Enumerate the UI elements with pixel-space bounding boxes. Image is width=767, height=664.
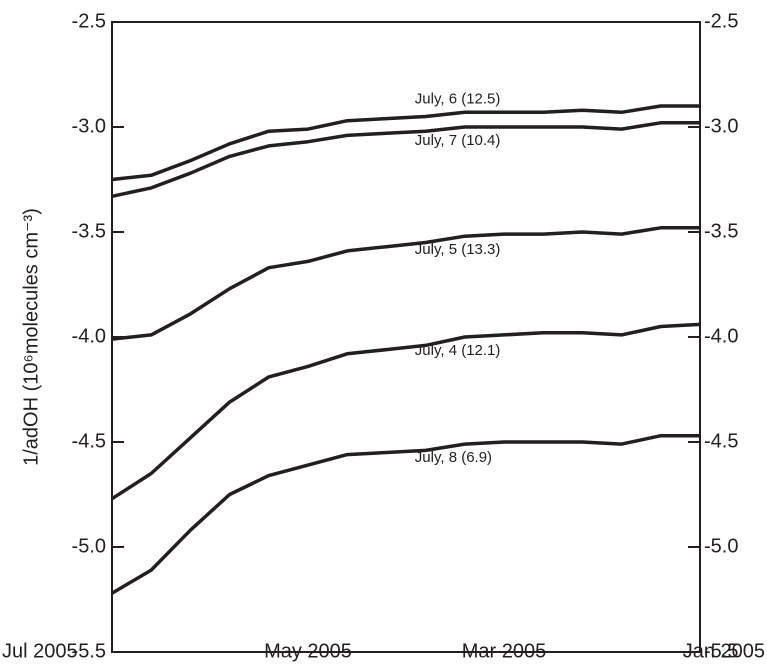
x-tick-label: Mar 2005 xyxy=(462,640,547,662)
y-tick-label: -3.5 xyxy=(72,220,106,242)
line-label: July, 8 (6.9) xyxy=(415,449,492,466)
y-axis-label: 1/adOH (10⁶molecules cm⁻³) xyxy=(20,208,42,466)
y-tick-label: -4.5 xyxy=(72,430,106,452)
x-tick-label: Jul 2005 xyxy=(2,640,78,662)
y-tick-label: -5.5 xyxy=(72,640,106,662)
y-tick-label: -3.0 xyxy=(72,115,106,137)
y2-tick-label: -3.5 xyxy=(704,220,738,242)
data-line xyxy=(111,322,701,501)
y-tick-label: -4.0 xyxy=(72,325,106,347)
y2-tick-label: -5.0 xyxy=(704,535,738,557)
data-line xyxy=(111,104,700,182)
y-tick-label: -2.5 xyxy=(72,10,106,32)
data-line xyxy=(111,226,700,341)
data-line xyxy=(111,121,700,199)
y2-tick-label: -4.0 xyxy=(704,325,738,347)
y2-tick-label: -5.5 xyxy=(704,640,738,662)
line-label: July, 7 (10.4) xyxy=(415,132,501,149)
y-tick-label: -5.0 xyxy=(72,535,106,557)
x-tick-label: Jan 2005 xyxy=(683,640,765,662)
line-label: July, 4 (12.1) xyxy=(415,342,501,359)
data-line xyxy=(111,433,700,595)
line-label: July, 5 (13.3) xyxy=(415,241,501,258)
line-label: July, 6 (12.5) xyxy=(415,90,501,107)
y2-tick-label: -4.5 xyxy=(704,430,738,452)
y2-tick-label: -2.5 xyxy=(704,10,738,32)
x-tick-label: May 2005 xyxy=(264,640,352,662)
y2-tick-label: -3.0 xyxy=(704,115,738,137)
